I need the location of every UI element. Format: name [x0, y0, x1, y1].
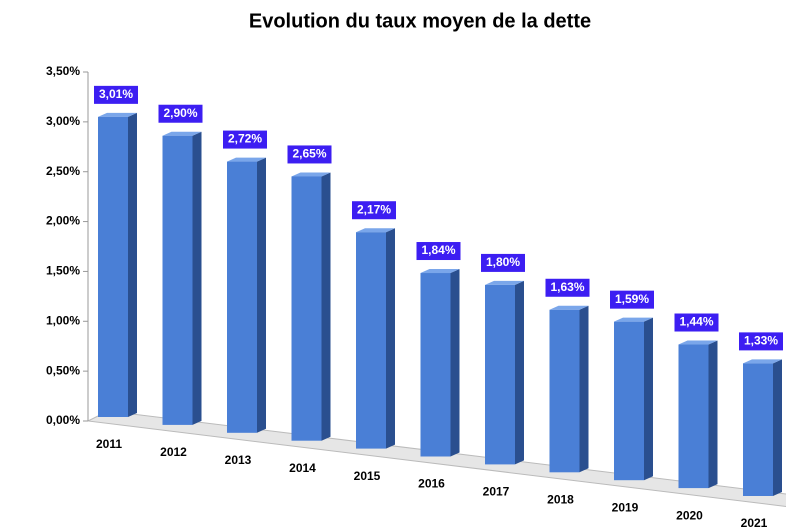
bar-side [257, 157, 266, 433]
bar-top [614, 317, 653, 322]
value-label: 2,65% [292, 147, 326, 161]
value-label: 1,63% [550, 280, 584, 294]
chart-title: Evolution du taux moyen de la dette [249, 10, 591, 32]
bar [356, 232, 386, 449]
y-tick-label: 3,00% [46, 114, 80, 128]
x-tick-label: 2015 [354, 469, 381, 483]
y-tick-label: 1,00% [46, 313, 80, 327]
x-tick-label: 2019 [612, 500, 639, 514]
y-tick-label: 0,00% [46, 413, 80, 427]
bar-top [356, 228, 395, 233]
y-tick-label: 3,50% [46, 64, 80, 78]
x-tick-label: 2020 [676, 508, 703, 522]
x-tick-label: 2013 [225, 453, 252, 467]
value-label-box [545, 278, 590, 297]
x-tick-label: 2012 [160, 445, 187, 459]
bar-side [773, 359, 782, 496]
bar [420, 273, 451, 457]
bar-top [98, 112, 137, 117]
value-label: 1,33% [744, 334, 778, 348]
x-tick-label: 2017 [483, 485, 510, 499]
value-label-box [94, 85, 138, 104]
bar [291, 176, 322, 441]
bar-top [227, 157, 266, 162]
value-label: 2,72% [228, 132, 262, 146]
bar-top [549, 305, 589, 310]
x-tick-label: 2016 [418, 477, 445, 491]
value-label: 2,90% [163, 106, 197, 120]
bar-side [450, 269, 460, 457]
x-tick-label: 2011 [96, 437, 122, 451]
bar [227, 161, 257, 433]
bar [162, 135, 193, 425]
bar-side [386, 228, 395, 449]
bar-top [291, 172, 331, 177]
value-label: 2,17% [357, 202, 391, 216]
bar-side [644, 317, 653, 481]
bar-side [708, 340, 718, 489]
bar-side [515, 280, 524, 465]
value-label-box [352, 201, 396, 220]
bar-side [579, 305, 589, 473]
value-label: 1,59% [615, 292, 649, 306]
bar [614, 321, 644, 481]
x-tick-label: 2018 [547, 492, 574, 506]
bar [743, 363, 773, 496]
value-label-box [674, 313, 719, 332]
bar-side [128, 112, 137, 418]
x-tick-label: 2021 [741, 516, 768, 530]
bar-top [678, 340, 718, 345]
y-tick-label: 1,50% [46, 264, 80, 278]
y-tick-label: 0,50% [46, 363, 80, 377]
bar [485, 284, 515, 465]
bar-top [743, 359, 782, 364]
value-label-box [416, 242, 461, 261]
bar-side [192, 131, 202, 425]
value-label-box [287, 145, 332, 164]
bar [549, 309, 580, 473]
bar-side [321, 172, 331, 441]
bar [678, 344, 709, 489]
value-label-box [223, 130, 267, 149]
value-label-box [158, 104, 203, 123]
y-tick-label: 2,50% [46, 164, 80, 178]
value-label: 1,84% [421, 243, 455, 257]
value-label: 3,01% [99, 87, 133, 101]
bar-top [162, 131, 202, 136]
bar-top [485, 280, 524, 285]
value-label: 1,80% [486, 255, 520, 269]
value-label-box [610, 290, 654, 309]
bar-top [420, 269, 460, 274]
value-label: 1,44% [679, 315, 713, 329]
value-label-box [739, 332, 783, 351]
value-label-box [481, 253, 525, 272]
bar [98, 116, 128, 418]
x-tick-label: 2014 [289, 461, 316, 475]
y-tick-label: 2,00% [46, 214, 80, 228]
